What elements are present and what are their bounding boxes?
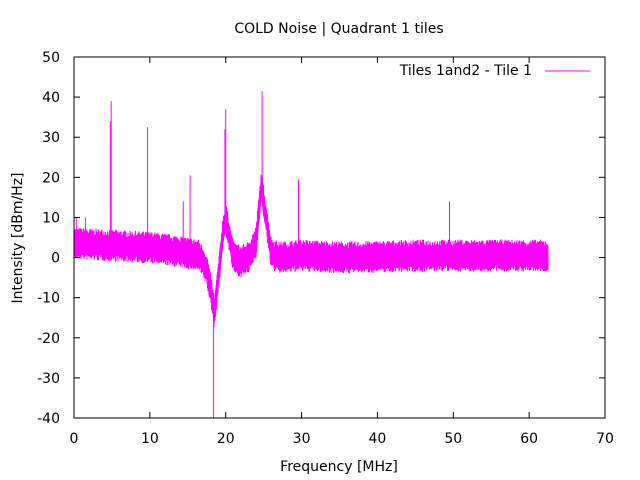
y-tick-label: 40	[42, 90, 60, 106]
spike-group	[75, 91, 450, 418]
legend: Tiles 1and2 - Tile 1	[399, 63, 590, 79]
y-tick-label: -10	[37, 291, 60, 307]
y-tick-label: -30	[37, 371, 60, 387]
legend-label: Tiles 1and2 - Tile 1	[399, 63, 532, 79]
y-tick-label: -40	[37, 411, 60, 427]
y-tick-label: 0	[51, 251, 60, 267]
x-axis: 0 10 20 30 40 50 60 70	[70, 57, 614, 447]
series-line	[73, 174, 549, 328]
x-tick-label: 60	[520, 431, 538, 447]
y-tick-label: 20	[42, 170, 60, 186]
x-tick-label: 20	[217, 431, 235, 447]
y-tick-label: 30	[42, 130, 60, 146]
x-tick-label: 70	[596, 431, 614, 447]
x-tick-label: 30	[293, 431, 311, 447]
y-tick-label: 10	[42, 210, 60, 226]
y-tick-label: 50	[42, 50, 60, 66]
x-tick-label: 10	[141, 431, 159, 447]
y-tick-label: -20	[37, 331, 60, 347]
x-axis-label: Frequency [MHz]	[280, 459, 398, 475]
y-axis: -40 -30 -20 -10 0 10 20 30 40 50	[37, 50, 605, 427]
plot-area	[73, 91, 549, 418]
plot-frame	[73, 56, 606, 419]
x-tick-label: 0	[70, 431, 79, 447]
chart-title: COLD Noise | Quadrant 1 tiles	[234, 21, 443, 37]
y-axis-label: Intensity [dBm/Hz]	[10, 172, 26, 303]
x-tick-label: 40	[369, 431, 387, 447]
x-tick-label: 50	[444, 431, 462, 447]
